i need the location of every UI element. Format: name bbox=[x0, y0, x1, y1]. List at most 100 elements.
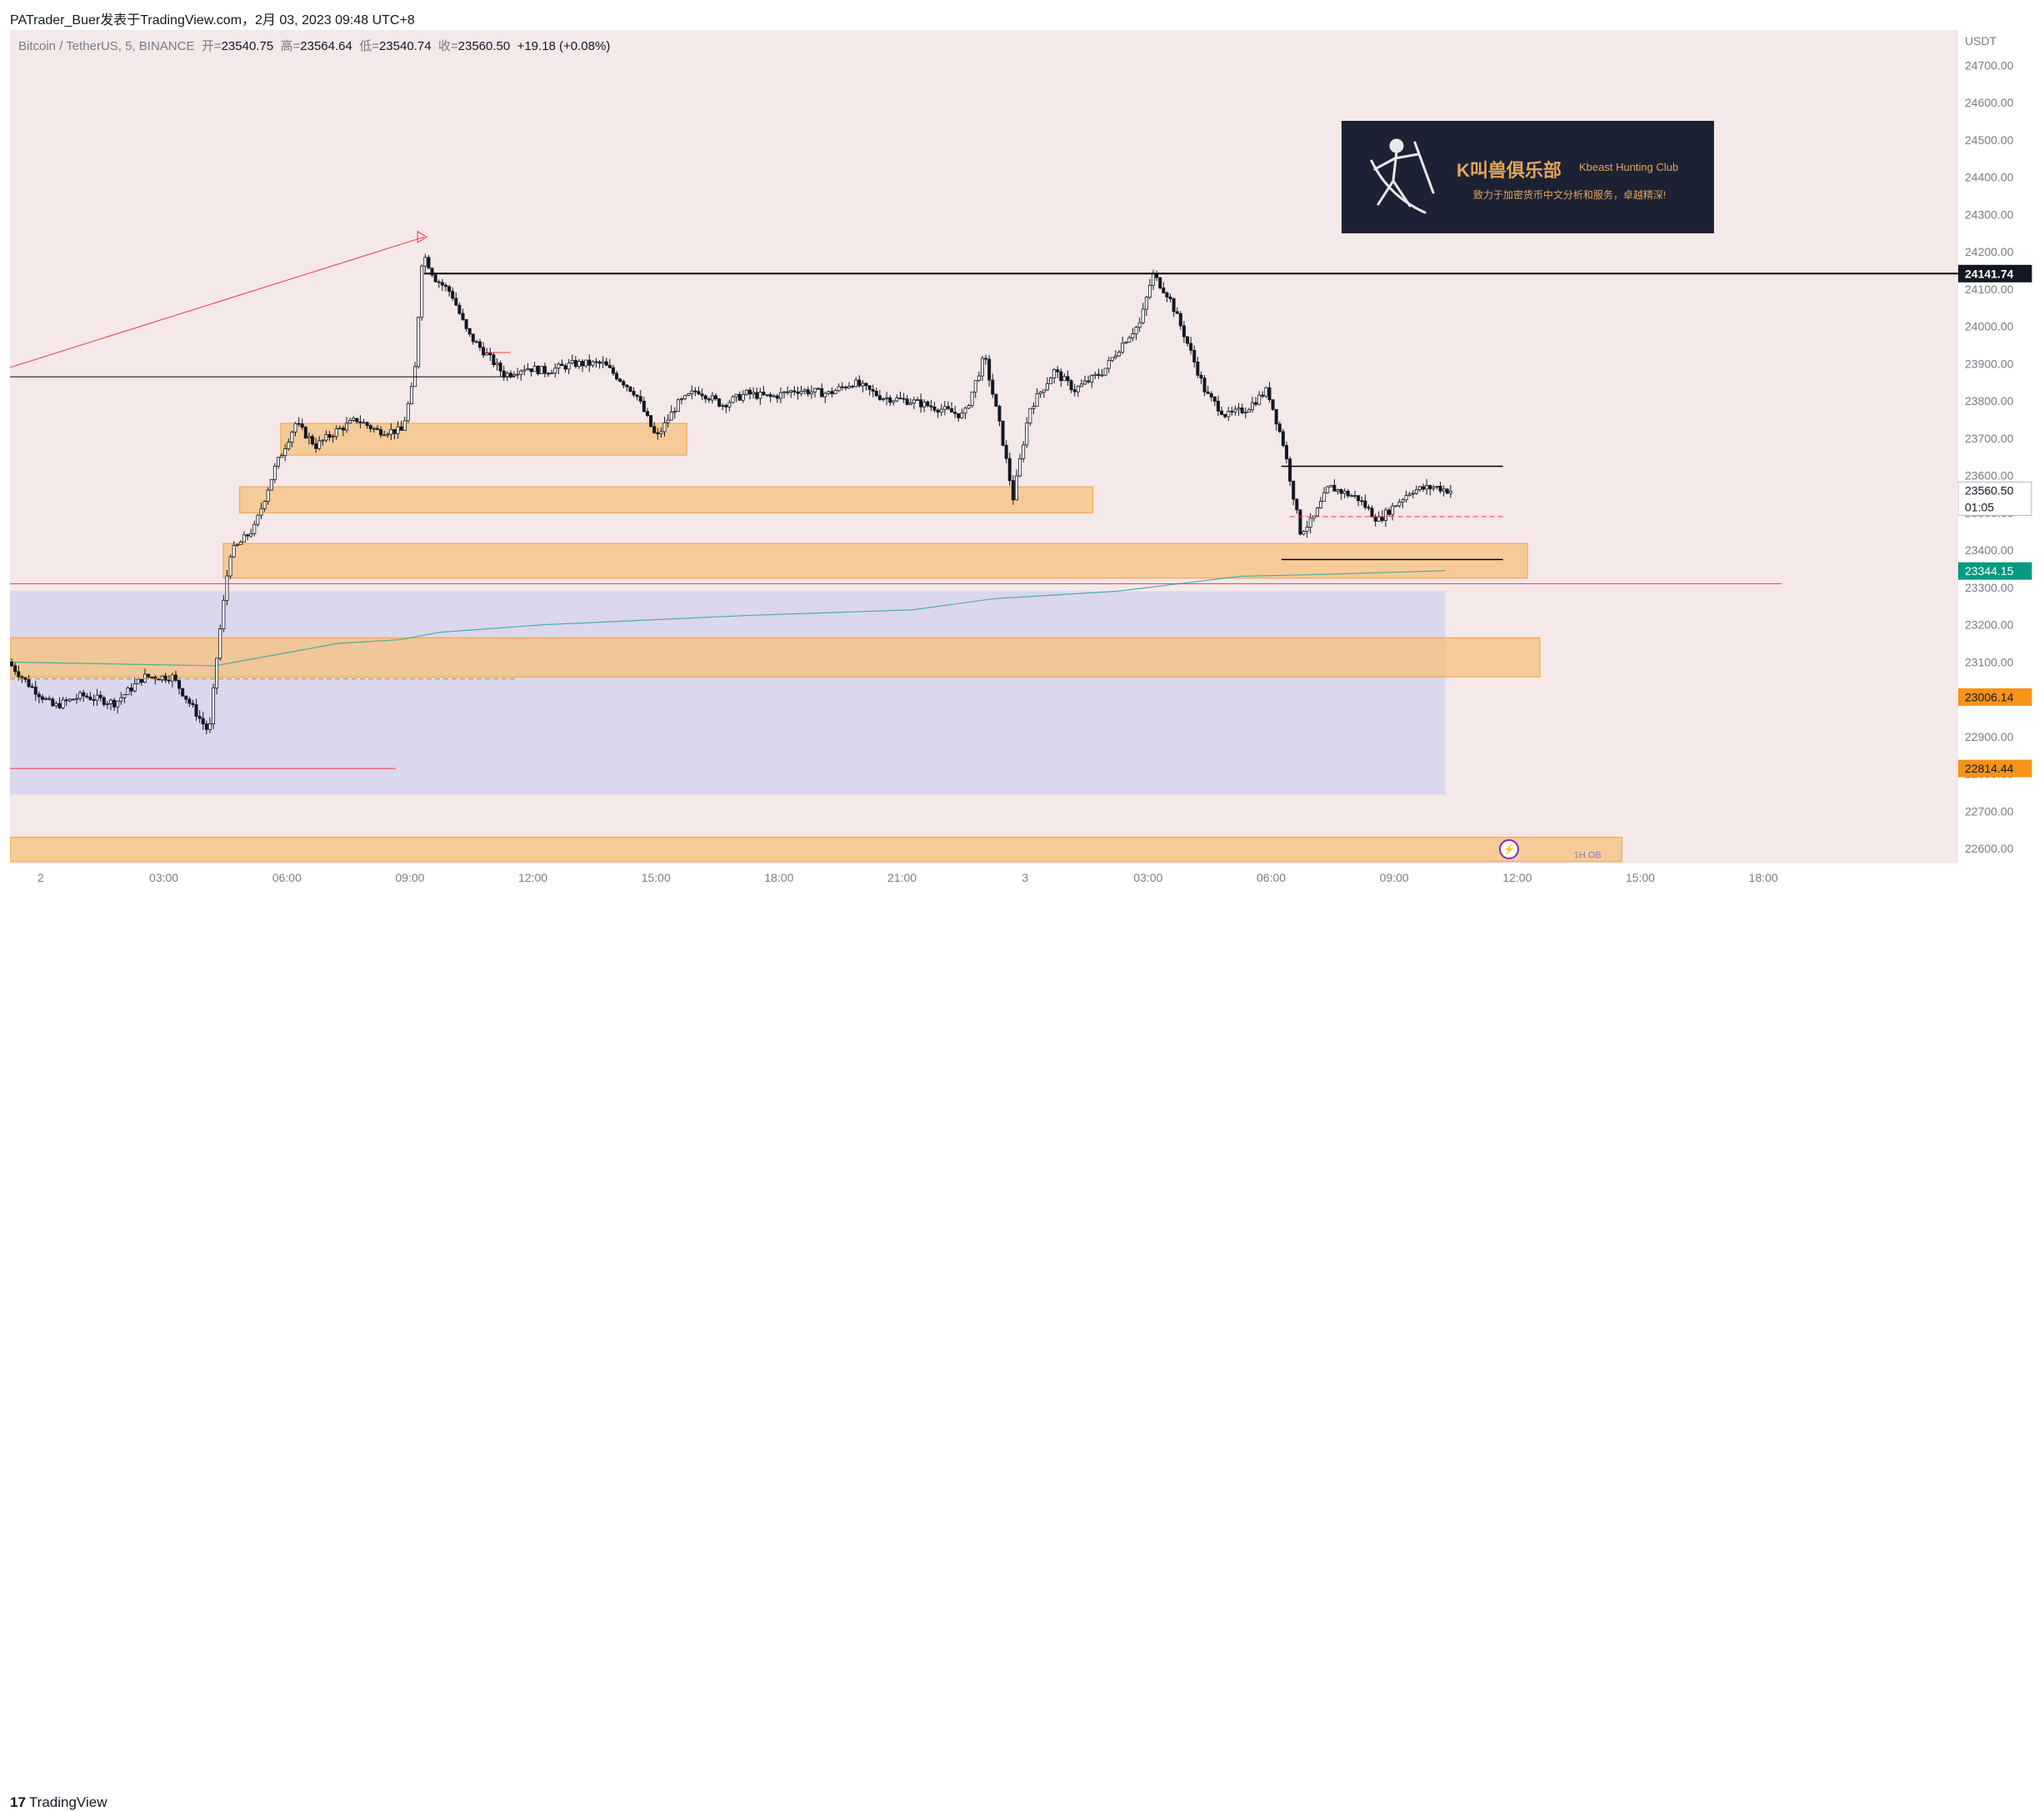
candle-body bbox=[1035, 393, 1039, 407]
candle-body bbox=[1445, 488, 1449, 494]
publisher-bar: PATrader_Buer发表于TradingView.com，2月 03, 2… bbox=[0, 0, 2044, 30]
candle-body bbox=[679, 398, 683, 401]
candle-body bbox=[908, 403, 912, 405]
candle-body bbox=[638, 396, 642, 402]
candle-body bbox=[1326, 486, 1330, 493]
candles-group bbox=[10, 253, 1452, 734]
candle-body bbox=[799, 391, 803, 394]
tradingview-logo[interactable]: 17 TradingView bbox=[10, 1794, 107, 1811]
candle-body bbox=[1152, 273, 1156, 286]
candle-body bbox=[23, 677, 27, 680]
candle-body bbox=[47, 698, 52, 700]
x-tick-label: 2 bbox=[37, 871, 44, 884]
legend-low: 23540.74 bbox=[378, 39, 432, 53]
price-axis[interactable]: 22600.0022700.0022800.0022900.0023000.00… bbox=[1957, 30, 2044, 863]
x-tick-label: 06:00 bbox=[272, 871, 302, 884]
candle-body bbox=[1257, 394, 1262, 405]
candle-body bbox=[337, 428, 342, 430]
candle-body bbox=[92, 699, 96, 701]
orange-zone bbox=[239, 486, 1093, 513]
candle-body bbox=[707, 398, 711, 401]
candle-body bbox=[430, 268, 434, 276]
candle-body bbox=[457, 304, 462, 314]
candle-body bbox=[714, 395, 718, 399]
candle-body bbox=[830, 391, 834, 394]
candle-body bbox=[1028, 408, 1032, 423]
arrow-head bbox=[417, 230, 428, 243]
candle-body bbox=[789, 390, 793, 393]
candle-body bbox=[13, 665, 17, 673]
candle-body bbox=[1397, 502, 1402, 507]
candle-body bbox=[324, 433, 328, 441]
price-tag-label: 23344.15 bbox=[1965, 564, 2014, 578]
candle-body bbox=[392, 428, 397, 434]
candle-body bbox=[946, 406, 950, 409]
candle-body bbox=[905, 398, 909, 405]
candle-body bbox=[611, 367, 615, 374]
candle-body bbox=[64, 699, 68, 702]
candle-body bbox=[1404, 495, 1408, 501]
candle-body bbox=[119, 697, 123, 702]
candle-body bbox=[864, 383, 868, 387]
y-tick-label: 23700.00 bbox=[1965, 432, 2014, 445]
candle-body bbox=[311, 436, 315, 445]
candle-body bbox=[867, 385, 872, 390]
candle-body bbox=[1425, 485, 1429, 490]
candle-body bbox=[1137, 322, 1142, 328]
price-tag-label: 23006.14 bbox=[1965, 690, 2014, 703]
candle-body bbox=[942, 406, 947, 410]
price-tag-label: 23560.50 bbox=[1965, 483, 2014, 497]
y-unit-label: USDT bbox=[1965, 34, 1997, 48]
candle-body bbox=[1004, 444, 1008, 459]
candle-body bbox=[1182, 325, 1186, 338]
orange-zone bbox=[10, 837, 1622, 863]
price-tag-bg bbox=[1957, 481, 2032, 516]
purple-zone bbox=[10, 591, 1446, 795]
candle-body bbox=[502, 370, 506, 378]
candle-body bbox=[765, 394, 769, 396]
lightning-icon[interactable]: ⚡ bbox=[1499, 839, 1519, 859]
candle-body bbox=[57, 703, 62, 708]
price-chart[interactable]: 1H OB bbox=[10, 30, 1958, 863]
candle-body bbox=[625, 384, 629, 388]
candle-body bbox=[51, 698, 55, 707]
candle-body bbox=[1267, 387, 1272, 400]
candle-body bbox=[676, 399, 680, 413]
candle-body bbox=[368, 425, 372, 429]
candle-body bbox=[451, 291, 455, 299]
orange-zone bbox=[222, 543, 1528, 579]
candle-body bbox=[1147, 284, 1152, 298]
time-axis[interactable]: 2 03:00 06:00 09:00 12:00 15:00 18:00 21:00 3 03:… bbox=[10, 863, 1958, 892]
candle-body bbox=[683, 394, 687, 400]
candle-body bbox=[341, 428, 345, 431]
candle-body bbox=[1165, 292, 1169, 298]
candle-body bbox=[652, 426, 657, 433]
candle-body bbox=[577, 361, 581, 368]
candle-body bbox=[389, 428, 393, 435]
candle-body bbox=[1048, 378, 1052, 384]
price-tag-bg bbox=[1957, 688, 2032, 706]
candle-body bbox=[957, 413, 961, 418]
candle-body bbox=[871, 388, 875, 392]
candle-body bbox=[1022, 444, 1026, 459]
candle-body bbox=[1209, 393, 1213, 398]
candle-body bbox=[1121, 343, 1125, 353]
candle-body bbox=[1011, 480, 1015, 501]
candle-body bbox=[215, 658, 219, 688]
y-tick-label: 24100.00 bbox=[1965, 283, 2014, 296]
candle-body bbox=[1394, 505, 1398, 508]
candle-body bbox=[212, 687, 216, 724]
candle-body bbox=[1357, 495, 1361, 502]
candle-body bbox=[1322, 492, 1327, 502]
candle-body bbox=[1438, 486, 1442, 492]
candle-body bbox=[1302, 531, 1306, 535]
candle-body bbox=[132, 683, 137, 692]
candle-body bbox=[71, 698, 75, 701]
candle-body bbox=[1087, 380, 1091, 383]
candle-body bbox=[78, 692, 82, 699]
candle-body bbox=[433, 274, 437, 283]
candle-body bbox=[628, 386, 632, 392]
candle-body bbox=[1428, 485, 1432, 489]
candle-body bbox=[1220, 410, 1224, 415]
candle-body bbox=[1383, 509, 1387, 522]
